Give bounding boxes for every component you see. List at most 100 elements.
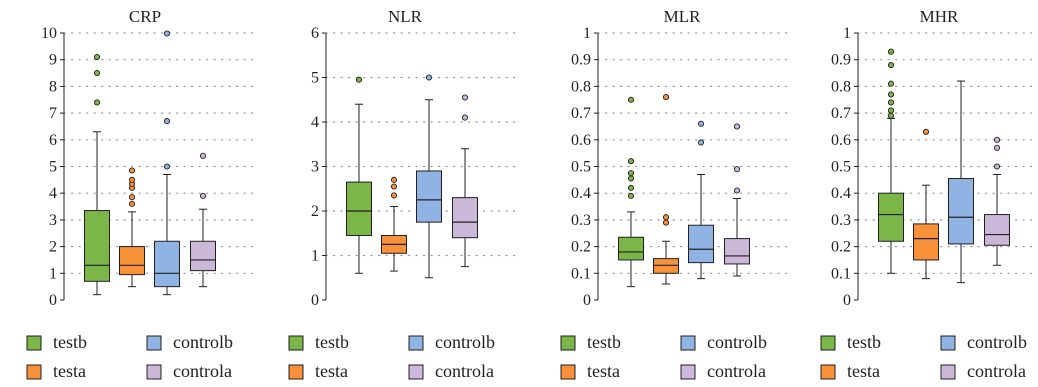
- outlier-point: [993, 136, 1001, 143]
- box-iqr: [724, 238, 750, 265]
- y-tick-label: 0.3: [571, 212, 591, 229]
- y-tick-label: 7: [49, 105, 57, 122]
- y-tick-label: 5: [311, 70, 319, 87]
- outlier-point: [128, 200, 136, 207]
- outlier-point: [93, 53, 101, 61]
- box-iqr: [878, 192, 904, 242]
- y-tick-label: 1: [311, 248, 319, 265]
- legend-label-testa: testa: [53, 361, 86, 381]
- y-tick-label: 5: [49, 159, 57, 176]
- y-tick-label: 0.4: [571, 185, 591, 202]
- chart-title: MHR: [920, 7, 959, 26]
- box-iqr: [154, 240, 180, 288]
- legend-swatch-controlb: [408, 335, 424, 351]
- legend-label-testb: testb: [847, 332, 881, 352]
- outlier-point: [697, 120, 705, 127]
- outlier-point: [128, 194, 136, 201]
- outlier-point: [163, 30, 171, 37]
- outlier-point: [627, 192, 635, 199]
- y-tick-label: 10: [41, 25, 57, 42]
- outlier-point: [993, 144, 1001, 151]
- chart-panel-mhr: MHR 0 0.1 0.2 0.3 0.4 0.5 0.6 0.7 0.8 0.9 1 testb con…: [820, 7, 1038, 381]
- y-tick-label: 0.7: [571, 105, 591, 122]
- y-tick-label: 0.8: [571, 78, 591, 95]
- legend-label-testb: testb: [53, 332, 87, 352]
- legend-swatch-testb: [560, 335, 576, 351]
- box-controlb: [688, 120, 714, 280]
- legend: testb controlb testa controla: [288, 332, 495, 381]
- outlier-point: [163, 163, 171, 170]
- outlier-point: [627, 170, 635, 177]
- outlier-point: [993, 163, 1001, 170]
- outlier-point: [887, 80, 895, 87]
- y-tick-label: 2: [311, 203, 319, 220]
- box-testb: [618, 96, 644, 288]
- outlier-point: [128, 167, 136, 174]
- y-tick-label: 1: [583, 25, 591, 42]
- legend-label-testa: testa: [847, 361, 880, 381]
- box-controla: [984, 136, 1010, 266]
- legend-swatch-controla: [408, 364, 424, 380]
- outlier-point: [93, 70, 101, 77]
- outlier-point: [425, 74, 433, 81]
- legend-swatch-controla: [940, 364, 956, 380]
- legend-label-controlb: controlb: [707, 332, 767, 352]
- outlier-point: [461, 114, 469, 121]
- legend-label-controlb: controlb: [173, 332, 233, 352]
- y-tick-label: 0.1: [571, 265, 591, 282]
- outlier-point: [887, 107, 895, 114]
- legend-swatch-controlb: [146, 335, 162, 351]
- y-tick-label: 0.2: [571, 239, 591, 256]
- legend-swatch-testa: [820, 364, 836, 380]
- outlier-point: [627, 96, 635, 103]
- box-iqr: [948, 178, 974, 245]
- y-tick-label: 9: [49, 52, 57, 69]
- legend-label-controla: controla: [435, 361, 494, 381]
- legend-swatch-controla: [146, 364, 162, 380]
- outlier-point: [887, 112, 895, 119]
- legend-swatch-testb: [288, 335, 304, 351]
- outlier-point: [627, 184, 635, 191]
- box-iqr: [119, 246, 145, 276]
- y-tick-label: 0: [843, 292, 851, 309]
- legend-label-controlb: controlb: [435, 332, 495, 352]
- outlier-point: [733, 123, 741, 130]
- box-testb: [346, 76, 372, 274]
- y-tick-label: 0.3: [831, 212, 851, 229]
- outlier-point: [887, 99, 895, 106]
- outlier-point: [733, 187, 741, 194]
- box-testb: [84, 53, 110, 296]
- y-tick-label: 0.8: [831, 78, 851, 95]
- legend: testb controlb testa controla: [820, 332, 1027, 381]
- box-controla: [452, 94, 478, 268]
- legend-swatch-testb: [26, 335, 42, 351]
- outlier-point: [355, 76, 363, 83]
- box-iqr: [452, 197, 478, 239]
- legend-label-testb: testb: [315, 332, 349, 352]
- y-tick-label: 0: [311, 292, 319, 309]
- chart-title: MLR: [664, 7, 702, 26]
- box-iqr: [416, 170, 442, 223]
- y-tick-label: 0.9: [831, 52, 851, 69]
- box-testa: [913, 128, 939, 280]
- y-tick-label: 6: [49, 132, 57, 149]
- y-tick-label: 4: [49, 185, 57, 202]
- y-tick-label: 6: [311, 25, 319, 42]
- y-tick-label: 0.4: [831, 185, 851, 202]
- legend-label-controlb: controlb: [967, 332, 1027, 352]
- chart-panel-mlr: MLR 0 0.1 0.2 0.3 0.4 0.5 0.6 0.7 0.8 0.9 1 testb con…: [560, 7, 792, 381]
- outlier-point: [390, 192, 398, 199]
- legend-swatch-testa: [560, 364, 576, 380]
- y-tick-label: 0.6: [571, 132, 591, 149]
- legend-swatch-controla: [680, 364, 696, 380]
- outlier-point: [922, 128, 930, 135]
- box-iqr: [190, 240, 216, 272]
- outlier-point: [93, 99, 101, 106]
- chart-panel-crp: CRP 0 1 2 3 4 5 6 7 8 9 10 testb controlb testa control…: [26, 7, 258, 381]
- chart-title: CRP: [129, 7, 161, 26]
- y-tick-label: 0.6: [831, 132, 851, 149]
- box-testb: [878, 48, 904, 274]
- y-tick-label: 8: [49, 78, 57, 95]
- box-testa: [653, 94, 679, 285]
